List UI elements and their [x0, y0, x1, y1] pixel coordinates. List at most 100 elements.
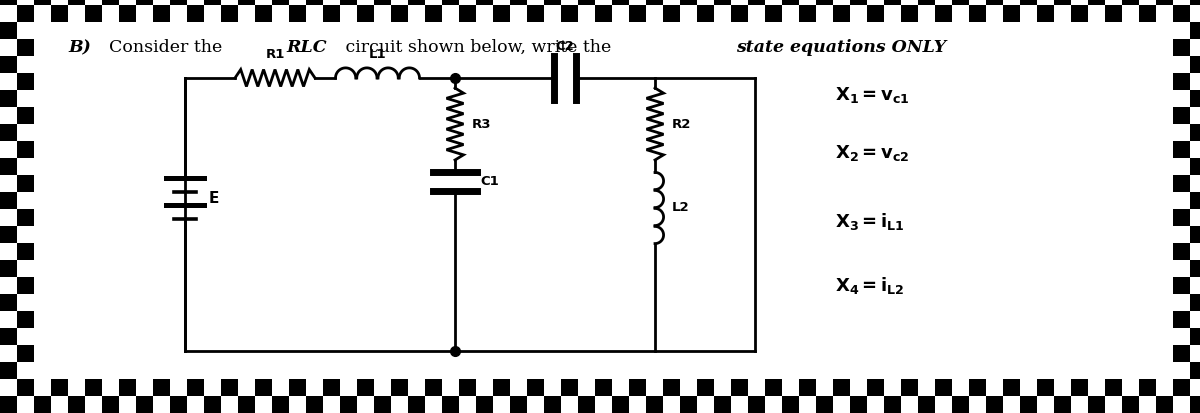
- Bar: [68, 0, 85, 5]
- Bar: [289, 379, 306, 396]
- Text: $\mathbf{X_1 = v_{c1}}$: $\mathbf{X_1 = v_{c1}}$: [835, 85, 910, 105]
- Bar: [816, 0, 833, 5]
- Bar: [1190, 396, 1200, 413]
- Bar: [833, 5, 850, 22]
- Bar: [1190, 362, 1200, 379]
- Bar: [256, 5, 272, 22]
- Bar: [1156, 396, 1174, 413]
- Bar: [1190, 0, 1200, 5]
- Bar: [17, 107, 34, 124]
- Bar: [1190, 294, 1200, 311]
- Text: L1: L1: [368, 48, 386, 61]
- Bar: [306, 396, 323, 413]
- Bar: [119, 5, 136, 22]
- Bar: [1174, 107, 1190, 124]
- Bar: [204, 0, 221, 5]
- Bar: [816, 396, 833, 413]
- Bar: [1190, 56, 1200, 73]
- Bar: [17, 73, 34, 90]
- Bar: [154, 379, 170, 396]
- Bar: [187, 5, 204, 22]
- Bar: [1190, 192, 1200, 209]
- Bar: [17, 243, 34, 260]
- Bar: [1174, 311, 1190, 328]
- Bar: [0, 396, 17, 413]
- Bar: [510, 396, 527, 413]
- Bar: [1174, 73, 1190, 90]
- Bar: [119, 379, 136, 396]
- Bar: [1174, 345, 1190, 362]
- Bar: [697, 5, 714, 22]
- Bar: [0, 226, 17, 243]
- Bar: [629, 379, 646, 396]
- Bar: [510, 0, 527, 5]
- Bar: [884, 396, 901, 413]
- Bar: [714, 396, 731, 413]
- Bar: [680, 0, 697, 5]
- Text: $\mathbf{X_3 = i_{L1}}$: $\mathbf{X_3 = i_{L1}}$: [835, 211, 905, 232]
- Bar: [476, 396, 493, 413]
- Bar: [664, 5, 680, 22]
- Bar: [612, 396, 629, 413]
- Bar: [50, 5, 68, 22]
- Bar: [766, 5, 782, 22]
- Bar: [256, 379, 272, 396]
- Bar: [1122, 396, 1139, 413]
- Bar: [1037, 5, 1054, 22]
- Bar: [0, 0, 17, 5]
- Text: R2: R2: [672, 118, 691, 131]
- Text: R3: R3: [472, 118, 492, 131]
- Bar: [0, 294, 17, 311]
- Bar: [221, 5, 238, 22]
- Bar: [918, 0, 935, 5]
- Bar: [0, 192, 17, 209]
- Bar: [358, 379, 374, 396]
- Bar: [782, 396, 799, 413]
- Bar: [323, 5, 340, 22]
- Bar: [17, 39, 34, 56]
- Bar: [1190, 158, 1200, 175]
- Bar: [1156, 0, 1174, 5]
- Bar: [0, 328, 17, 345]
- Bar: [34, 396, 50, 413]
- Bar: [1139, 379, 1156, 396]
- Bar: [799, 379, 816, 396]
- Bar: [1105, 5, 1122, 22]
- Bar: [1174, 141, 1190, 158]
- Bar: [340, 396, 358, 413]
- Bar: [1054, 396, 1072, 413]
- Bar: [935, 5, 952, 22]
- Bar: [1054, 0, 1072, 5]
- Bar: [1003, 379, 1020, 396]
- Bar: [918, 396, 935, 413]
- Bar: [460, 5, 476, 22]
- Bar: [970, 5, 986, 22]
- Bar: [544, 0, 562, 5]
- Bar: [102, 396, 119, 413]
- Bar: [986, 396, 1003, 413]
- Text: R1: R1: [265, 48, 284, 61]
- Bar: [460, 379, 476, 396]
- Bar: [766, 379, 782, 396]
- Bar: [323, 379, 340, 396]
- Bar: [612, 0, 629, 5]
- Bar: [0, 260, 17, 277]
- Bar: [562, 379, 578, 396]
- Bar: [986, 0, 1003, 5]
- Bar: [1174, 379, 1190, 396]
- Bar: [1105, 379, 1122, 396]
- Bar: [17, 345, 34, 362]
- Bar: [833, 379, 850, 396]
- Text: state equations ONLY: state equations ONLY: [736, 39, 946, 56]
- Bar: [1122, 0, 1139, 5]
- Bar: [935, 379, 952, 396]
- Bar: [562, 5, 578, 22]
- Bar: [17, 141, 34, 158]
- Bar: [850, 396, 866, 413]
- Bar: [884, 0, 901, 5]
- Bar: [544, 396, 562, 413]
- Bar: [68, 396, 85, 413]
- Text: circuit shown below, write the: circuit shown below, write the: [340, 39, 617, 56]
- Bar: [0, 56, 17, 73]
- Bar: [408, 0, 425, 5]
